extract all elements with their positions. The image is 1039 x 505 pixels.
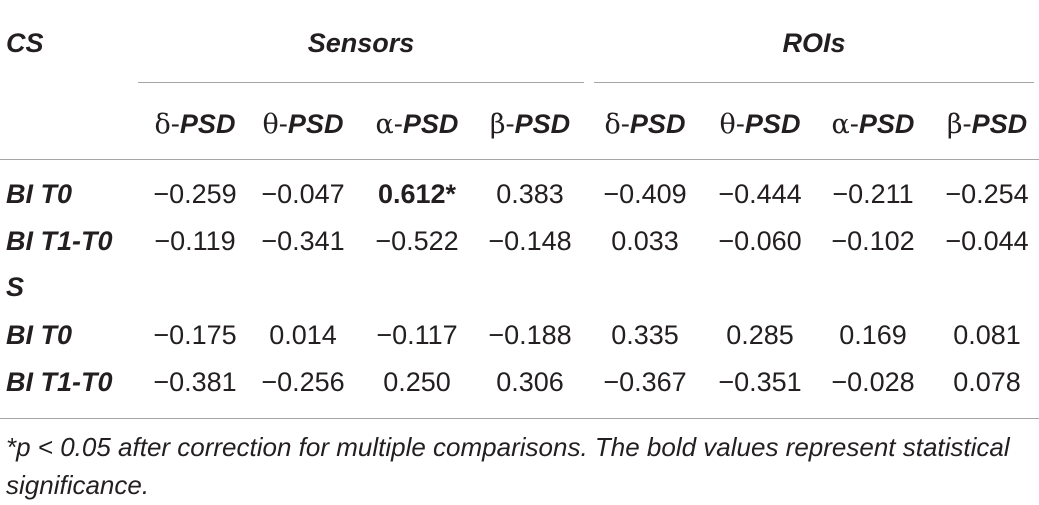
column-header: α-PSD [816,108,930,141]
column-header: α-PSD [360,108,474,141]
row-label: BI T1-T0 [6,367,113,397]
table-cell: −0.522 [375,226,459,256]
table-cell: −0.341 [261,226,345,256]
column-header-greek: α- [375,109,403,140]
table-bottom-rule [0,418,1039,419]
table-cell: 0.081 [953,320,1021,350]
column-header-greek: δ- [154,109,180,140]
table-cell: 0.169 [839,320,907,350]
table-cell: 0.250 [383,367,451,397]
table-cell: 0.033 [611,226,679,256]
table-cell: −0.444 [718,179,802,209]
group-header-label: CS [6,28,44,58]
row-label: S [6,272,25,302]
table-cell: −0.060 [718,226,802,256]
sensors-group-rule [138,82,584,83]
table-cell: 0.383 [496,179,564,209]
row-label: BI T0 [6,179,73,209]
table-cell: −0.256 [261,367,345,397]
column-header: δ-PSD [138,108,252,141]
row-label: BI T1-T0 [6,226,113,256]
table-cell: −0.148 [488,226,572,256]
table-cell: 0.014 [269,320,337,350]
column-header-name: PSD [744,109,801,139]
column-header: β-PSD [930,108,1039,141]
column-header-name: PSD [287,109,344,139]
table-cell: −0.028 [831,367,915,397]
table-cell: −0.119 [154,226,236,256]
column-header-name: PSD [179,109,236,139]
column-header-name: PSD [858,109,915,139]
table-cell: −0.188 [488,320,572,350]
column-header-greek: θ- [262,109,288,140]
group-header-sensors: Sensors [307,28,415,58]
table-cell: −0.047 [261,179,345,209]
table-cell: −0.259 [153,179,237,209]
row-label: BI T0 [6,320,73,350]
column-header-greek: α- [831,109,859,140]
table-cell: 0.335 [611,320,679,350]
column-header-greek: β- [946,109,972,140]
table-cell: −0.211 [832,179,914,209]
table-cell: 0.285 [726,320,794,350]
column-header-name: PSD [629,109,686,139]
column-header-name: PSD [402,109,459,139]
rois-group-rule [594,82,1034,83]
table-cell: −0.175 [153,320,237,350]
table-cell: −0.409 [603,179,687,209]
column-header: δ-PSD [588,108,702,141]
table-cell: −0.102 [831,226,915,256]
table-cell: 0.612* [377,179,457,209]
table-cell: 0.306 [496,367,564,397]
column-header: θ-PSD [246,108,360,141]
column-header-name: PSD [971,109,1028,139]
column-header-greek: δ- [604,109,630,140]
column-header: θ-PSD [703,108,817,141]
header-bottom-rule [0,159,1039,160]
group-header-rois: ROIs [782,28,846,58]
column-header-greek: θ- [719,109,745,140]
column-header-greek: β- [489,109,515,140]
table-cell: −0.254 [945,179,1029,209]
table-cell: −0.044 [945,226,1029,256]
table-cell: −0.117 [376,320,458,350]
column-header-name: PSD [514,109,571,139]
table-footnote: *p < 0.05 after correction for multiple … [6,432,1010,500]
table-cell: −0.367 [603,367,687,397]
column-header: β-PSD [473,108,587,141]
table-cell: 0.078 [953,367,1021,397]
table-cell: −0.351 [718,367,802,397]
table-cell: −0.381 [153,367,237,397]
